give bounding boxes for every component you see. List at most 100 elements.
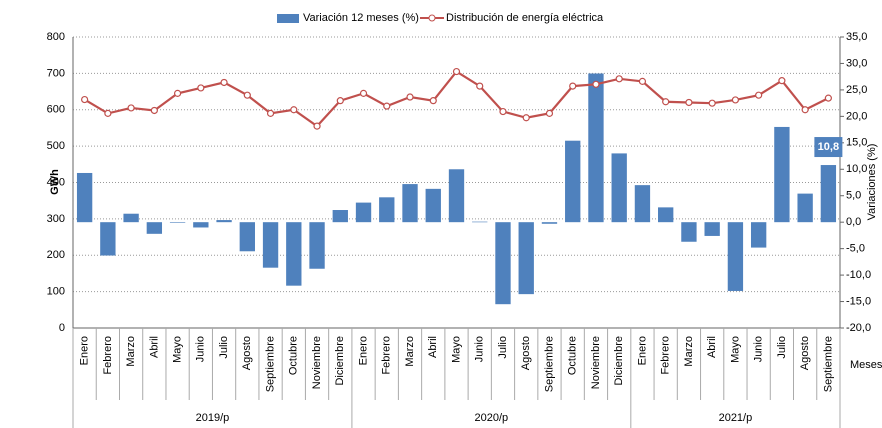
x-tick-label: Diciembre: [613, 336, 625, 386]
legend-label: Variación 12 meses (%): [303, 12, 419, 24]
bar: [634, 185, 651, 223]
bar: [379, 197, 395, 223]
x-tick-label: Junio: [195, 336, 207, 362]
bar: [402, 184, 418, 223]
y2-axis-title: Variaciones (%): [866, 144, 878, 221]
y2-tick-label: 15,0: [846, 137, 867, 149]
line-marker: [220, 78, 228, 87]
line-marker: [499, 107, 507, 116]
line-marker: [592, 80, 600, 88]
x-tick-label: Febrero: [660, 336, 672, 375]
y2-tick-label: -20,0: [846, 322, 871, 334]
bar: [216, 220, 232, 223]
y2-tick-label: 5,0: [846, 190, 861, 202]
bar: [727, 222, 744, 291]
y-tick-label: 300: [47, 213, 65, 225]
bar: [239, 222, 255, 252]
y2-tick-label: 10,0: [846, 163, 867, 175]
line-marker: [243, 91, 251, 99]
x-tick-label: Abril: [148, 336, 160, 358]
y2-tick-label: 20,0: [846, 110, 867, 122]
x-tick-label: Julio: [497, 336, 509, 359]
x-tick-label: Mayo: [171, 336, 183, 363]
line-marker: [359, 89, 368, 97]
x-tick-label: Junio: [474, 336, 486, 362]
y2-tick-label: -15,0: [846, 295, 871, 307]
x-tick-label: Enero: [636, 336, 648, 365]
y-tick-label: 600: [47, 104, 65, 116]
y2-tick-label: 0,0: [846, 216, 861, 228]
x-tick-label: Abril: [427, 336, 439, 358]
x-tick-label: Octubre: [288, 336, 300, 375]
x-tick-label: Noviembre: [311, 336, 323, 389]
x-tick-label: Agosto: [520, 336, 532, 370]
line-marker: [731, 96, 740, 104]
data-label: 10,8: [818, 141, 839, 153]
x-tick-label: Noviembre: [590, 336, 602, 389]
line-marker: [638, 77, 647, 85]
line-marker: [615, 75, 623, 83]
bar: [518, 222, 534, 295]
line-marker: [708, 99, 716, 107]
bar: [774, 126, 790, 223]
bar: [332, 210, 348, 223]
line-marker: [801, 106, 809, 114]
y-tick-label: 0: [59, 322, 65, 334]
bar: [425, 188, 441, 223]
line-marker: [662, 98, 670, 106]
x-tick-label: Febrero: [102, 336, 114, 375]
bar: [193, 222, 209, 228]
y2-tick-label: -10,0: [846, 269, 871, 281]
bar: [658, 207, 674, 223]
y2-tick-label: 30,0: [846, 57, 867, 69]
line-marker: [452, 67, 461, 76]
bar: [681, 222, 697, 242]
x-tick-label: Agosto: [241, 336, 253, 370]
bar: [309, 222, 325, 269]
legend-label: Distribución de energía eléctrica: [446, 12, 604, 24]
y2-tick-label: -5,0: [846, 243, 865, 255]
y-tick-label: 400: [47, 176, 65, 188]
y2-tick-label: 25,0: [846, 84, 867, 96]
line-marker: [313, 122, 321, 130]
x-tick-label: Julio: [218, 336, 230, 359]
bar: [472, 221, 488, 223]
line-marker: [429, 97, 437, 105]
line-marker: [127, 104, 135, 112]
bar: [146, 222, 163, 234]
bar: [704, 222, 720, 236]
legend-swatch: [428, 14, 436, 22]
y-tick-label: 700: [47, 67, 65, 79]
bar: [565, 140, 581, 223]
bar: [262, 222, 279, 268]
x-tick-label: Mayo: [729, 336, 741, 363]
legend-swatch: [277, 14, 299, 23]
bar: [448, 169, 465, 223]
line-marker: [150, 106, 158, 115]
x-tick-label: Diciembre: [334, 336, 346, 386]
line-marker: [824, 94, 832, 102]
bar: [750, 222, 767, 248]
x-tick-label: Septiembre: [543, 336, 555, 392]
x-tick-label: Julio: [776, 336, 788, 359]
bar: [100, 222, 116, 256]
bar: [355, 202, 372, 223]
bar: [123, 213, 139, 223]
bar: [286, 222, 302, 286]
line-marker: [522, 114, 530, 122]
x-tick-label: Marzo: [404, 336, 416, 367]
x-tick-label: Enero: [357, 336, 369, 365]
bar: [495, 222, 511, 305]
y2-tick-label: 35,0: [846, 31, 867, 43]
line-marker: [476, 82, 484, 90]
x-tick-label: Octubre: [567, 336, 579, 375]
y-tick-label: 800: [47, 31, 65, 43]
line-marker: [685, 98, 693, 107]
line-marker: [406, 93, 414, 101]
line: [84, 70, 829, 128]
line-marker: [383, 102, 391, 110]
group-label: 2019/p: [196, 412, 230, 424]
bar: [588, 73, 604, 223]
bar: [169, 222, 186, 223]
